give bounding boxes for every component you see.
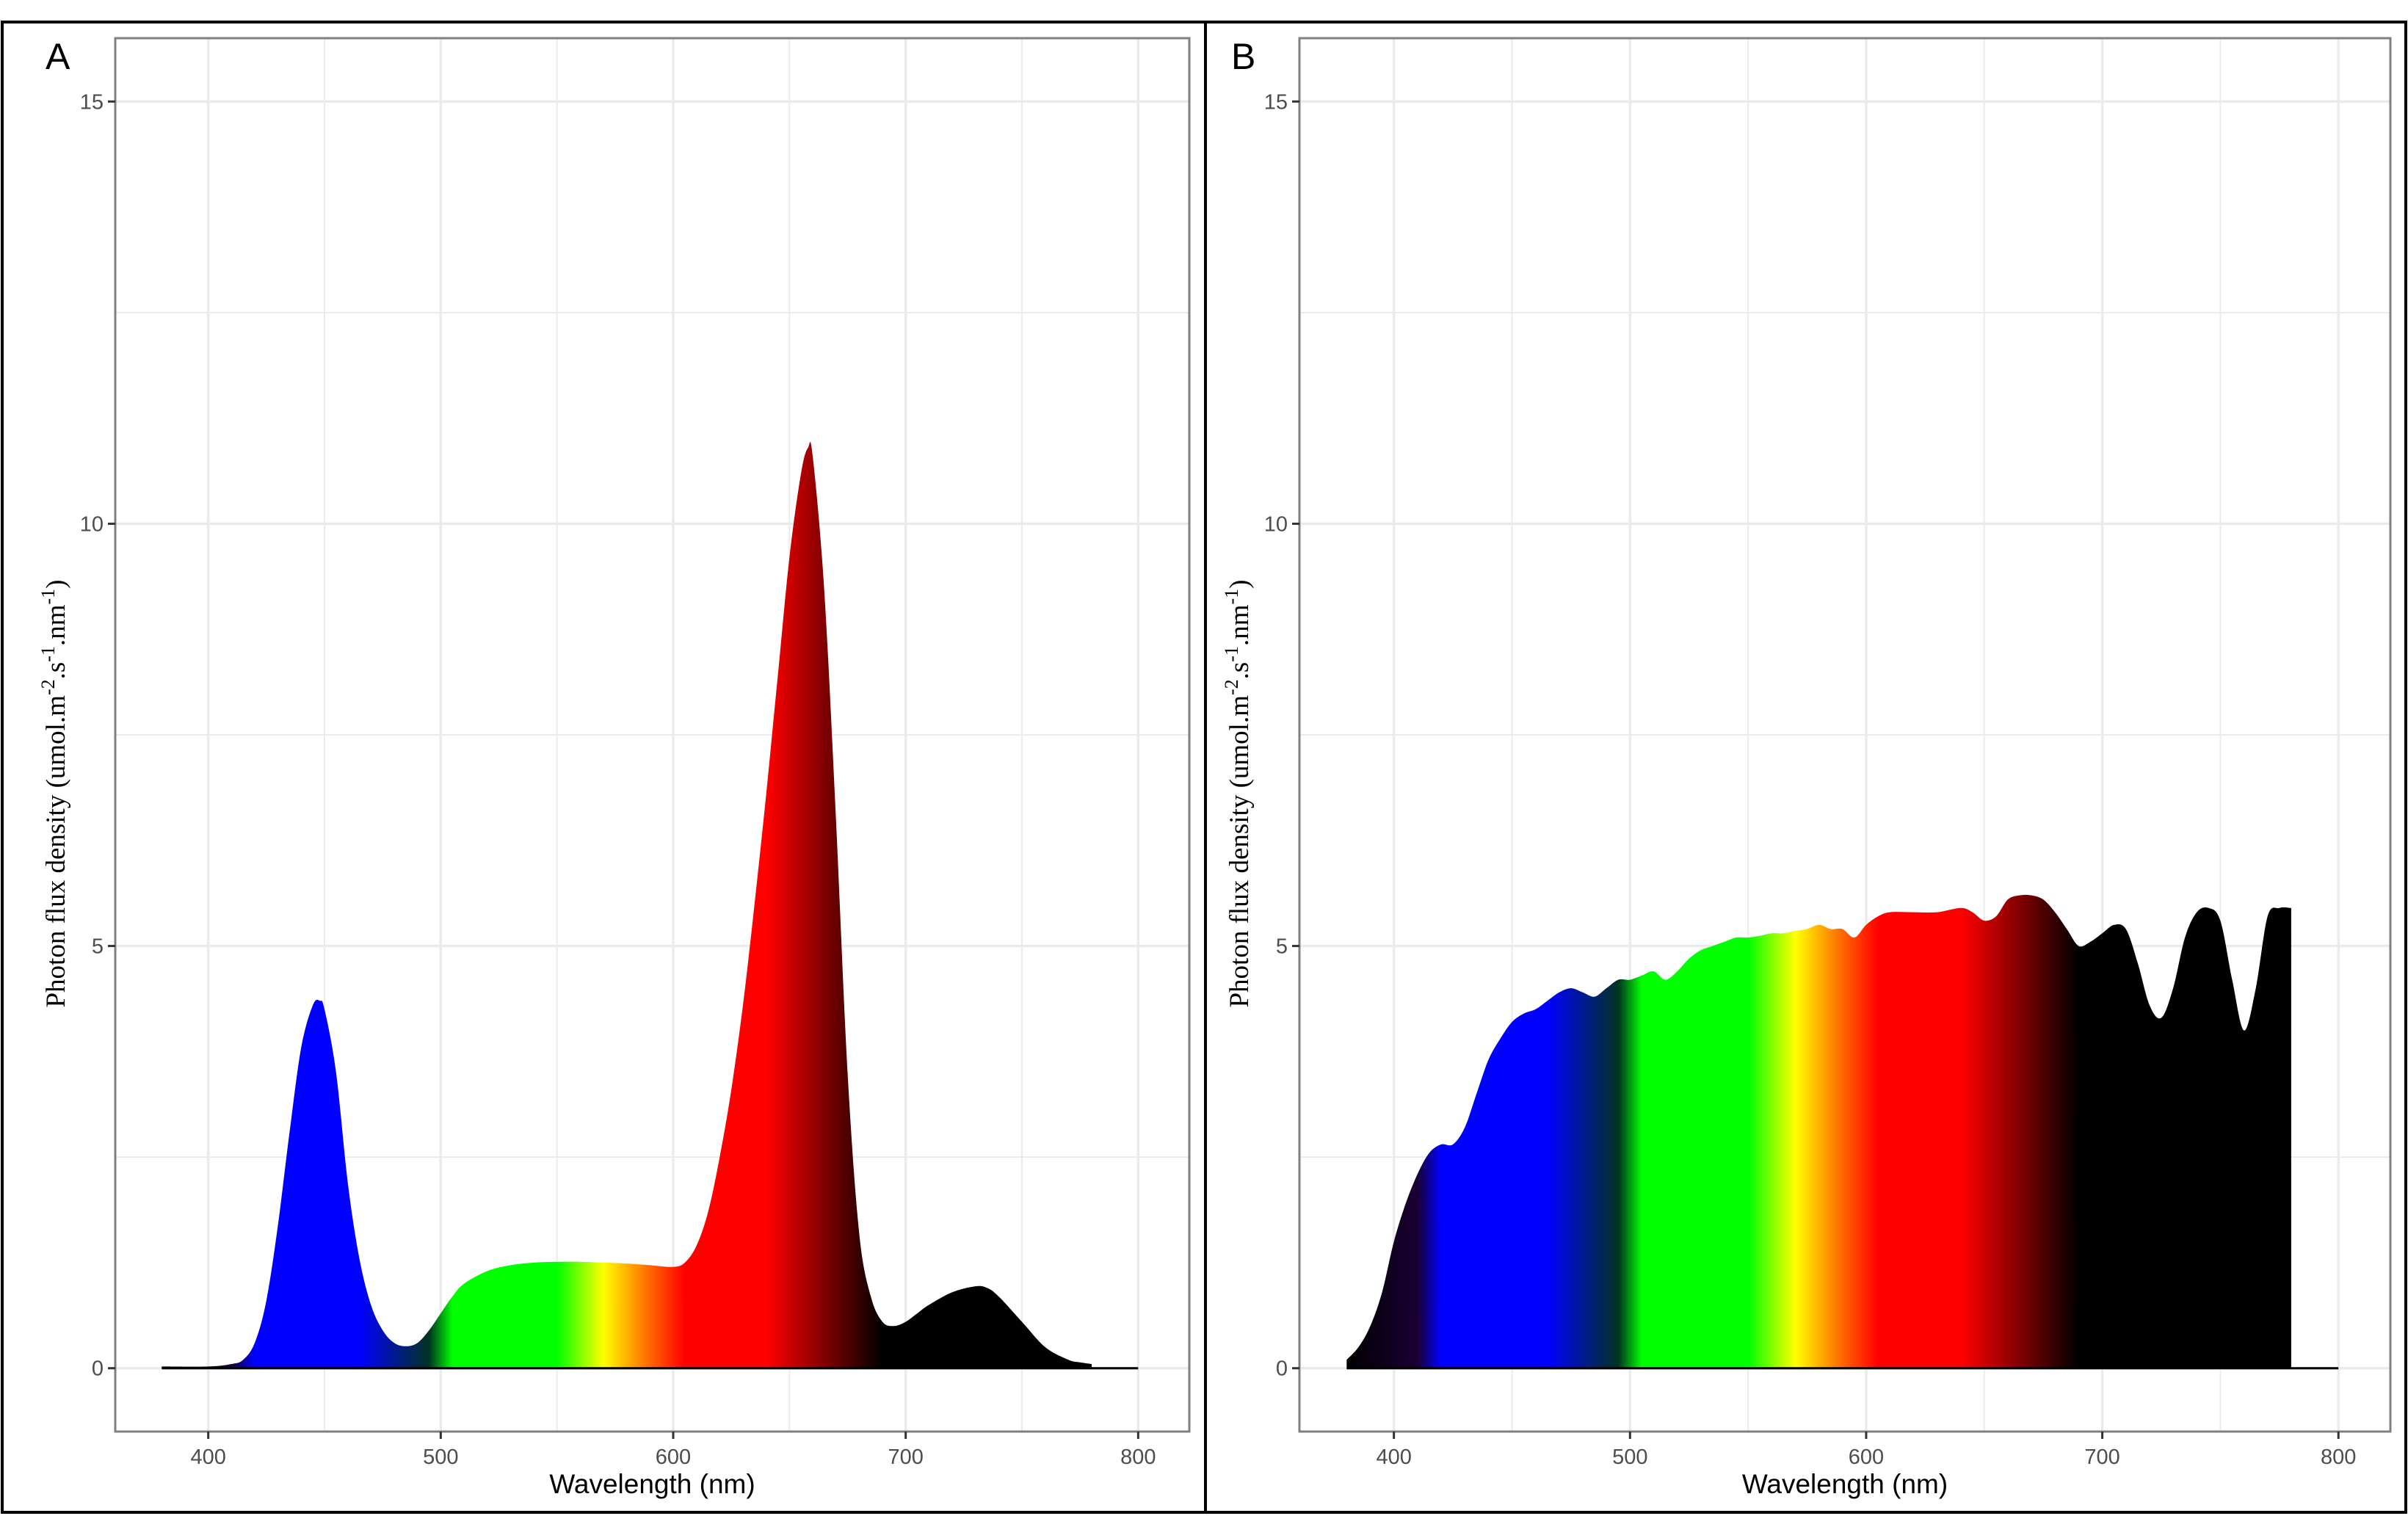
y-axis-title: Photon flux density (umol.m-2.s-1.nm-1) — [1221, 579, 1255, 1007]
panel-a: 400 500 600 700 800 0 5 10 15 Wavelength (nm) Phot… — [37, 36, 1191, 1499]
y-tick-label: 15 — [80, 90, 104, 114]
x-tick-label: 600 — [656, 1445, 691, 1469]
y-tick-label: 10 — [80, 512, 104, 536]
y-axis-title: Photon flux density (umol.m-2.s-1.nm-1) — [37, 579, 71, 1007]
x-tick-label: 600 — [1849, 1445, 1884, 1469]
y-tick-label: 5 — [1276, 935, 1288, 959]
y-tick-label: 10 — [1264, 512, 1288, 536]
y-tick-label: 0 — [1276, 1357, 1288, 1381]
x-axis-title: Wavelength (nm) — [549, 1469, 755, 1499]
x-tick-label: 700 — [2084, 1445, 2119, 1469]
x-tick-label: 800 — [1120, 1445, 1156, 1469]
plot-border — [1298, 37, 2392, 1433]
y-tick-label: 15 — [1264, 90, 1288, 114]
plot-border — [114, 37, 1191, 1433]
x-tick-label: 400 — [1376, 1445, 1411, 1469]
x-tick-label: 800 — [2321, 1445, 2356, 1469]
spectrum-area — [1346, 894, 2291, 1368]
y-tick-label: 5 — [92, 935, 104, 959]
panel-b: 400 500 600 700 800 0 5 10 15 Wavelength (nm) Phot… — [1221, 36, 2392, 1499]
x-tick-label: 400 — [190, 1445, 225, 1469]
y-tick-label: 0 — [92, 1357, 104, 1381]
x-tick-label: 500 — [1612, 1445, 1647, 1469]
x-tick-label: 500 — [423, 1445, 458, 1469]
panel-tag: A — [46, 36, 70, 77]
panel-tag: B — [1231, 36, 1255, 77]
x-tick-label: 700 — [888, 1445, 923, 1469]
x-axis-title: Wavelength (nm) — [1742, 1469, 1948, 1499]
